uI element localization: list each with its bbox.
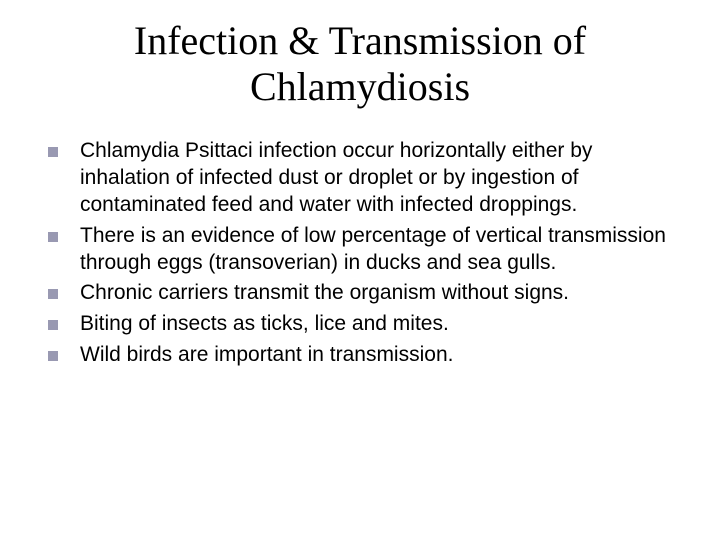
bullet-text: Chlamydia Psittaci infection occur horiz… [80,138,680,219]
square-bullet-icon [48,351,58,361]
list-item: Biting of insects as ticks, lice and mit… [48,311,680,338]
bullet-list: Chlamydia Psittaci infection occur horiz… [48,138,680,369]
list-item: Wild birds are important in transmission… [48,342,680,369]
bullet-text: Wild birds are important in transmission… [80,342,680,369]
list-item: Chronic carriers transmit the organism w… [48,280,680,307]
square-bullet-icon [48,320,58,330]
slide: Infection & Transmission of Chlamydiosis… [0,0,720,540]
list-item: There is an evidence of low percentage o… [48,223,680,277]
list-item: Chlamydia Psittaci infection occur horiz… [48,138,680,219]
square-bullet-icon [48,289,58,299]
bullet-text: There is an evidence of low percentage o… [80,223,680,277]
square-bullet-icon [48,147,58,157]
bullet-text: Chronic carriers transmit the organism w… [80,280,680,307]
slide-title: Infection & Transmission of Chlamydiosis [40,18,680,110]
square-bullet-icon [48,232,58,242]
bullet-text: Biting of insects as ticks, lice and mit… [80,311,680,338]
